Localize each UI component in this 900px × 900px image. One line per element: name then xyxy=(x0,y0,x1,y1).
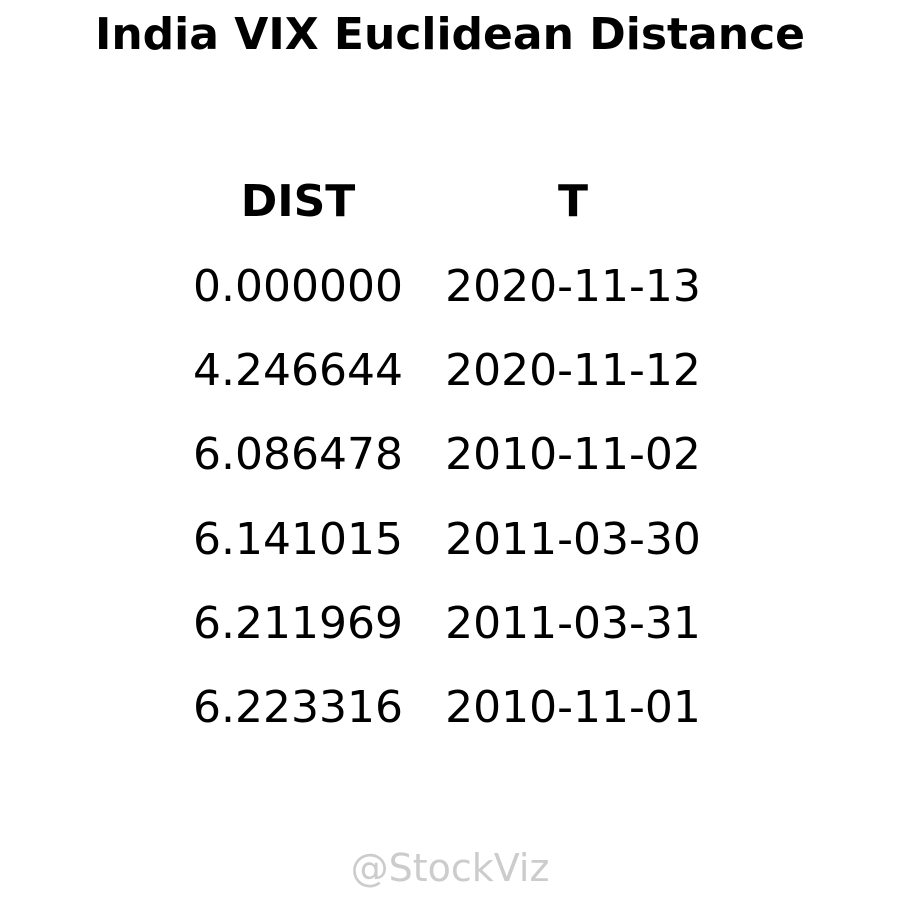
table-cell-date: 2011-03-31 xyxy=(445,598,701,649)
table-cell-date: 2010-11-01 xyxy=(445,682,701,733)
column-header-t: T xyxy=(557,176,588,227)
table-cell-dist: 6.141015 xyxy=(193,514,403,565)
table-cell-dist: 6.086478 xyxy=(193,429,403,480)
table-cell-dist: 6.211969 xyxy=(193,598,403,649)
watermark: @StockViz xyxy=(350,846,550,890)
table-cell-dist: 6.223316 xyxy=(193,682,403,733)
table-cell-date: 2011-03-30 xyxy=(445,514,701,565)
chart-title: India VIX Euclidean Distance xyxy=(94,9,805,60)
table-cell-dist: 0.000000 xyxy=(193,261,403,312)
table-cell-date: 2020-11-12 xyxy=(445,345,701,396)
table-cell-dist: 4.246644 xyxy=(193,345,403,396)
table-cell-date: 2020-11-13 xyxy=(445,261,701,312)
column-header-dist: DIST xyxy=(240,176,356,227)
table-cell-date: 2010-11-02 xyxy=(445,429,701,480)
